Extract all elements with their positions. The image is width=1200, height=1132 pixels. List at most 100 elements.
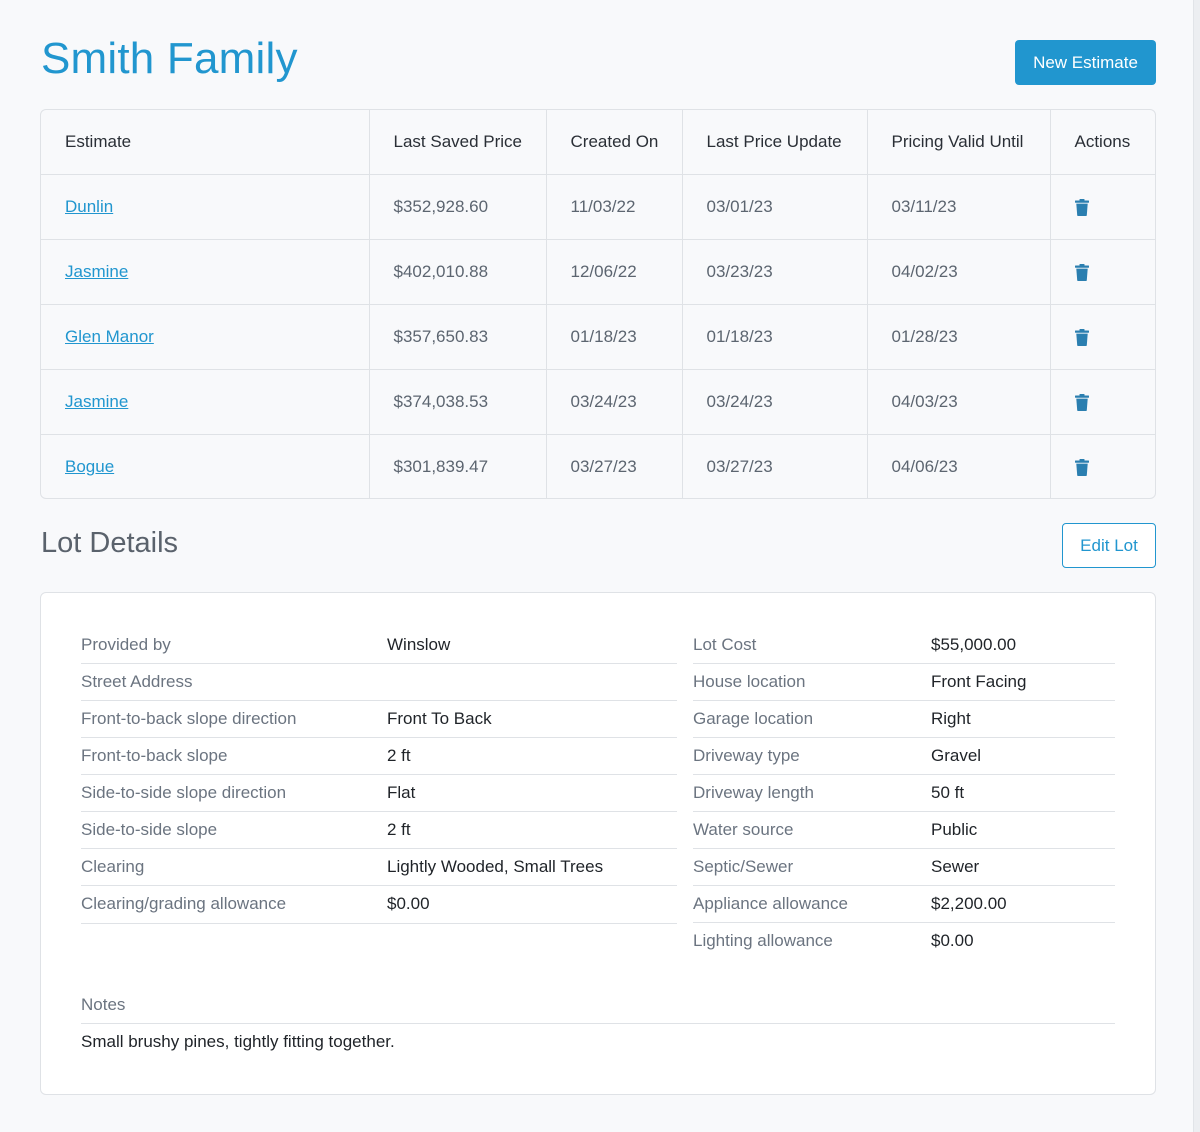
detail-row-sts-slope: Side-to-side slope 2 ft [81, 812, 677, 849]
detail-row-water-source: Water source Public [693, 812, 1115, 849]
cell-price: $402,010.88 [369, 239, 547, 305]
divider [81, 923, 677, 924]
detail-row-driveway-type: Driveway type Gravel [693, 738, 1115, 775]
detail-label: Street Address [81, 672, 193, 691]
detail-label: Lot Cost [693, 635, 757, 654]
detail-label: Water source [693, 820, 794, 839]
new-estimate-button[interactable]: New Estimate [1015, 40, 1156, 85]
detail-row-ftb-slope: Front-to-back slope 2 ft [81, 738, 677, 775]
trash-icon[interactable] [1074, 199, 1089, 217]
detail-value: $0.00 [387, 894, 430, 913]
detail-label: Driveway length [693, 783, 814, 802]
notes-label: Notes [81, 990, 1115, 1024]
cell-valid: 03/11/23 [867, 174, 1051, 240]
detail-row-septic-sewer: Septic/Sewer Sewer [693, 849, 1115, 886]
cell-price: $301,839.47 [369, 434, 547, 498]
detail-label: Provided by [81, 635, 171, 654]
detail-value: Public [931, 820, 978, 839]
cell-updated: 03/24/23 [682, 369, 868, 435]
notes-text: Small brushy pines, tightly fitting toge… [81, 1032, 395, 1051]
detail-value: Lightly Wooded, Small Trees [387, 857, 604, 876]
detail-row-lot-cost: Lot Cost $55,000.00 [693, 627, 1115, 664]
detail-value: Winslow [387, 635, 451, 654]
cell-created: 03/27/23 [546, 434, 683, 498]
detail-row-sts-slope-direction: Side-to-side slope direction Flat [81, 775, 677, 812]
cell-valid: 01/28/23 [867, 304, 1051, 370]
trash-icon[interactable] [1074, 394, 1089, 412]
detail-row-provided-by: Provided by Winslow [81, 627, 677, 664]
cell-created: 03/24/23 [546, 369, 683, 435]
cell-price: $357,650.83 [369, 304, 547, 370]
detail-row-clearing: Clearing Lightly Wooded, Small Trees [81, 849, 677, 886]
detail-label: Clearing [81, 857, 145, 876]
detail-row-house-location: House location Front Facing [693, 664, 1115, 701]
table-row: Glen Manor $357,650.83 01/18/23 01/18/23… [41, 304, 1155, 370]
lot-details-title: Lot Details [41, 527, 179, 559]
page-title: Smith Family [41, 34, 298, 83]
detail-label: Front-to-back slope direction [81, 709, 297, 728]
detail-value: Front To Back [387, 709, 492, 728]
detail-label: House location [693, 672, 806, 691]
estimate-link[interactable]: Jasmine [65, 392, 129, 411]
table-header-row: Estimate Last Saved Price Created On Las… [41, 110, 1155, 175]
estimate-link[interactable]: Jasmine [65, 262, 129, 281]
lot-details-right-column: Lot Cost $55,000.00 House location Front F… [693, 627, 1115, 960]
estimate-link[interactable]: Glen Manor [65, 327, 154, 346]
column-header-last-price-update: Last Price Update [682, 110, 868, 175]
cell-updated: 03/23/23 [682, 239, 868, 305]
cell-valid: 04/02/23 [867, 239, 1051, 305]
detail-label: Side-to-side slope [81, 820, 218, 839]
edit-lot-button[interactable]: Edit Lot [1062, 523, 1156, 568]
detail-label: Front-to-back slope [81, 746, 228, 765]
table-row: Jasmine $402,010.88 12/06/22 03/23/23 04… [41, 239, 1155, 305]
detail-row-appliance-allowance: Appliance allowance $2,200.00 [693, 886, 1115, 923]
lot-details-card: Provided by Winslow Street Address Front-… [40, 592, 1156, 1095]
estimate-link[interactable]: Dunlin [65, 197, 114, 216]
detail-row-driveway-length: Driveway length 50 ft [693, 775, 1115, 812]
detail-value: Front Facing [931, 672, 1027, 691]
trash-icon[interactable] [1074, 459, 1089, 477]
detail-row-lighting-allowance: Lighting allowance $0.00 [693, 923, 1115, 960]
detail-value: $2,200.00 [931, 894, 1007, 913]
column-header-last-saved-price: Last Saved Price [369, 110, 547, 175]
detail-value: $0.00 [931, 931, 974, 950]
column-header-created-on: Created On [546, 110, 683, 175]
scrollbar-track[interactable] [1193, 0, 1200, 1132]
detail-row-street-address: Street Address [81, 664, 677, 701]
cell-updated: 01/18/23 [682, 304, 868, 370]
detail-value: Gravel [931, 746, 982, 765]
detail-label: Septic/Sewer [693, 857, 794, 876]
table-row: Bogue $301,839.47 03/27/23 03/27/23 04/0… [41, 434, 1155, 498]
cell-created: 01/18/23 [546, 304, 683, 370]
detail-value: 2 ft [387, 820, 411, 839]
cell-created: 12/06/22 [546, 239, 683, 305]
column-header-pricing-valid-until: Pricing Valid Until [867, 110, 1051, 175]
detail-value: 2 ft [387, 746, 411, 765]
detail-value: $55,000.00 [931, 635, 1017, 654]
column-header-actions: Actions [1050, 110, 1155, 175]
cell-price: $374,038.53 [369, 369, 547, 435]
detail-label: Lighting allowance [693, 931, 833, 950]
detail-label: Driveway type [693, 746, 800, 765]
table-row: Dunlin $352,928.60 11/03/22 03/01/23 03/… [41, 174, 1155, 240]
cell-updated: 03/01/23 [682, 174, 868, 240]
table-row: Jasmine $374,038.53 03/24/23 03/24/23 04… [41, 369, 1155, 435]
detail-value: Sewer [931, 857, 980, 876]
detail-label: Side-to-side slope direction [81, 783, 287, 802]
cell-valid: 04/06/23 [867, 434, 1051, 498]
estimates-table: Estimate Last Saved Price Created On Las… [40, 109, 1156, 499]
trash-icon[interactable] [1074, 264, 1089, 282]
detail-value: Flat [387, 783, 416, 802]
cell-valid: 04/03/23 [867, 369, 1051, 435]
column-header-estimate: Estimate [41, 110, 370, 175]
detail-value: Right [931, 709, 971, 728]
detail-row-ftb-slope-direction: Front-to-back slope direction Front To Ba… [81, 701, 677, 738]
trash-icon[interactable] [1074, 329, 1089, 347]
estimate-link[interactable]: Bogue [65, 457, 115, 476]
cell-created: 11/03/22 [546, 174, 683, 240]
detail-row-garage-location: Garage location Right [693, 701, 1115, 738]
detail-value: 50 ft [931, 783, 965, 802]
lot-details-left-column: Provided by Winslow Street Address Front-… [81, 627, 677, 923]
detail-label: Clearing/grading allowance [81, 894, 287, 913]
detail-label: Appliance allowance [693, 894, 848, 913]
